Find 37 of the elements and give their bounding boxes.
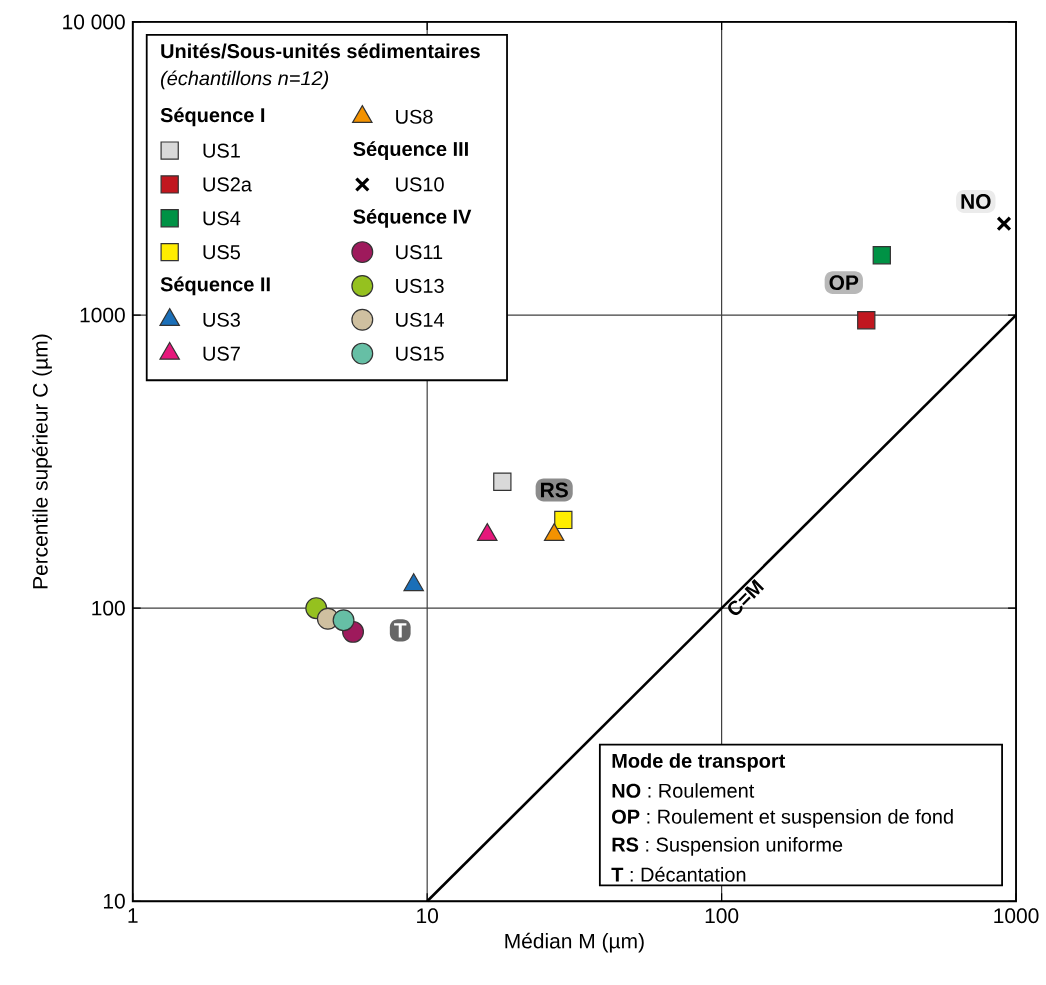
legend-label: US4: [203, 211, 241, 226]
legend-title: Unités/Sous-unités sédimentaires: [161, 43, 480, 59]
annotation: RS : Suspension uniforme: [612, 837, 843, 856]
annotation: Séquence I: [160, 107, 265, 127]
legend-label: US13: [396, 278, 444, 293]
annotation: T: [394, 623, 407, 638]
annotation: OP: [829, 275, 859, 291]
x-axis-title: Médian M (µm): [505, 932, 644, 953]
legend-label: US8: [396, 109, 433, 124]
annotation: (échantillons n=12): [161, 70, 329, 90]
annotation: Mode de transport: [612, 753, 786, 772]
legend-label: US7: [203, 346, 240, 361]
annotation: T : Décantation: [611, 866, 746, 882]
x-tick-label: 1: [128, 908, 138, 923]
annotation: NO: [961, 194, 991, 209]
annotation: Séquence II: [160, 276, 270, 296]
annotation: RS: [541, 482, 568, 498]
legend-label: US1: [203, 143, 240, 158]
x-tick-label: 10: [417, 908, 438, 924]
legend-label: US10: [396, 177, 444, 192]
y-tick-label: 10: [103, 893, 125, 909]
legend-label: US5: [203, 244, 240, 260]
legend-label: US2a: [203, 177, 252, 192]
y-tick-label: 1000: [80, 307, 125, 323]
annotation: OP : Roulement et suspension de fond: [612, 809, 953, 828]
annotation: NO : Roulement: [612, 783, 755, 798]
y-tick-label: 100: [92, 600, 125, 616]
y-axis-title: Percentile supérieur C (µm): [32, 334, 52, 589]
legend-label: US14: [396, 312, 444, 327]
legend-label: US11: [396, 244, 443, 260]
annotation: Séquence IV: [353, 208, 472, 228]
legend-label: US3: [203, 312, 240, 327]
x-tick-label: 1000: [994, 908, 1039, 924]
legend-label: US15: [396, 346, 444, 361]
y-tick-label: 10 000: [63, 14, 125, 30]
x-tick-label: 100: [705, 908, 739, 924]
annotation: Séquence III: [353, 141, 468, 160]
